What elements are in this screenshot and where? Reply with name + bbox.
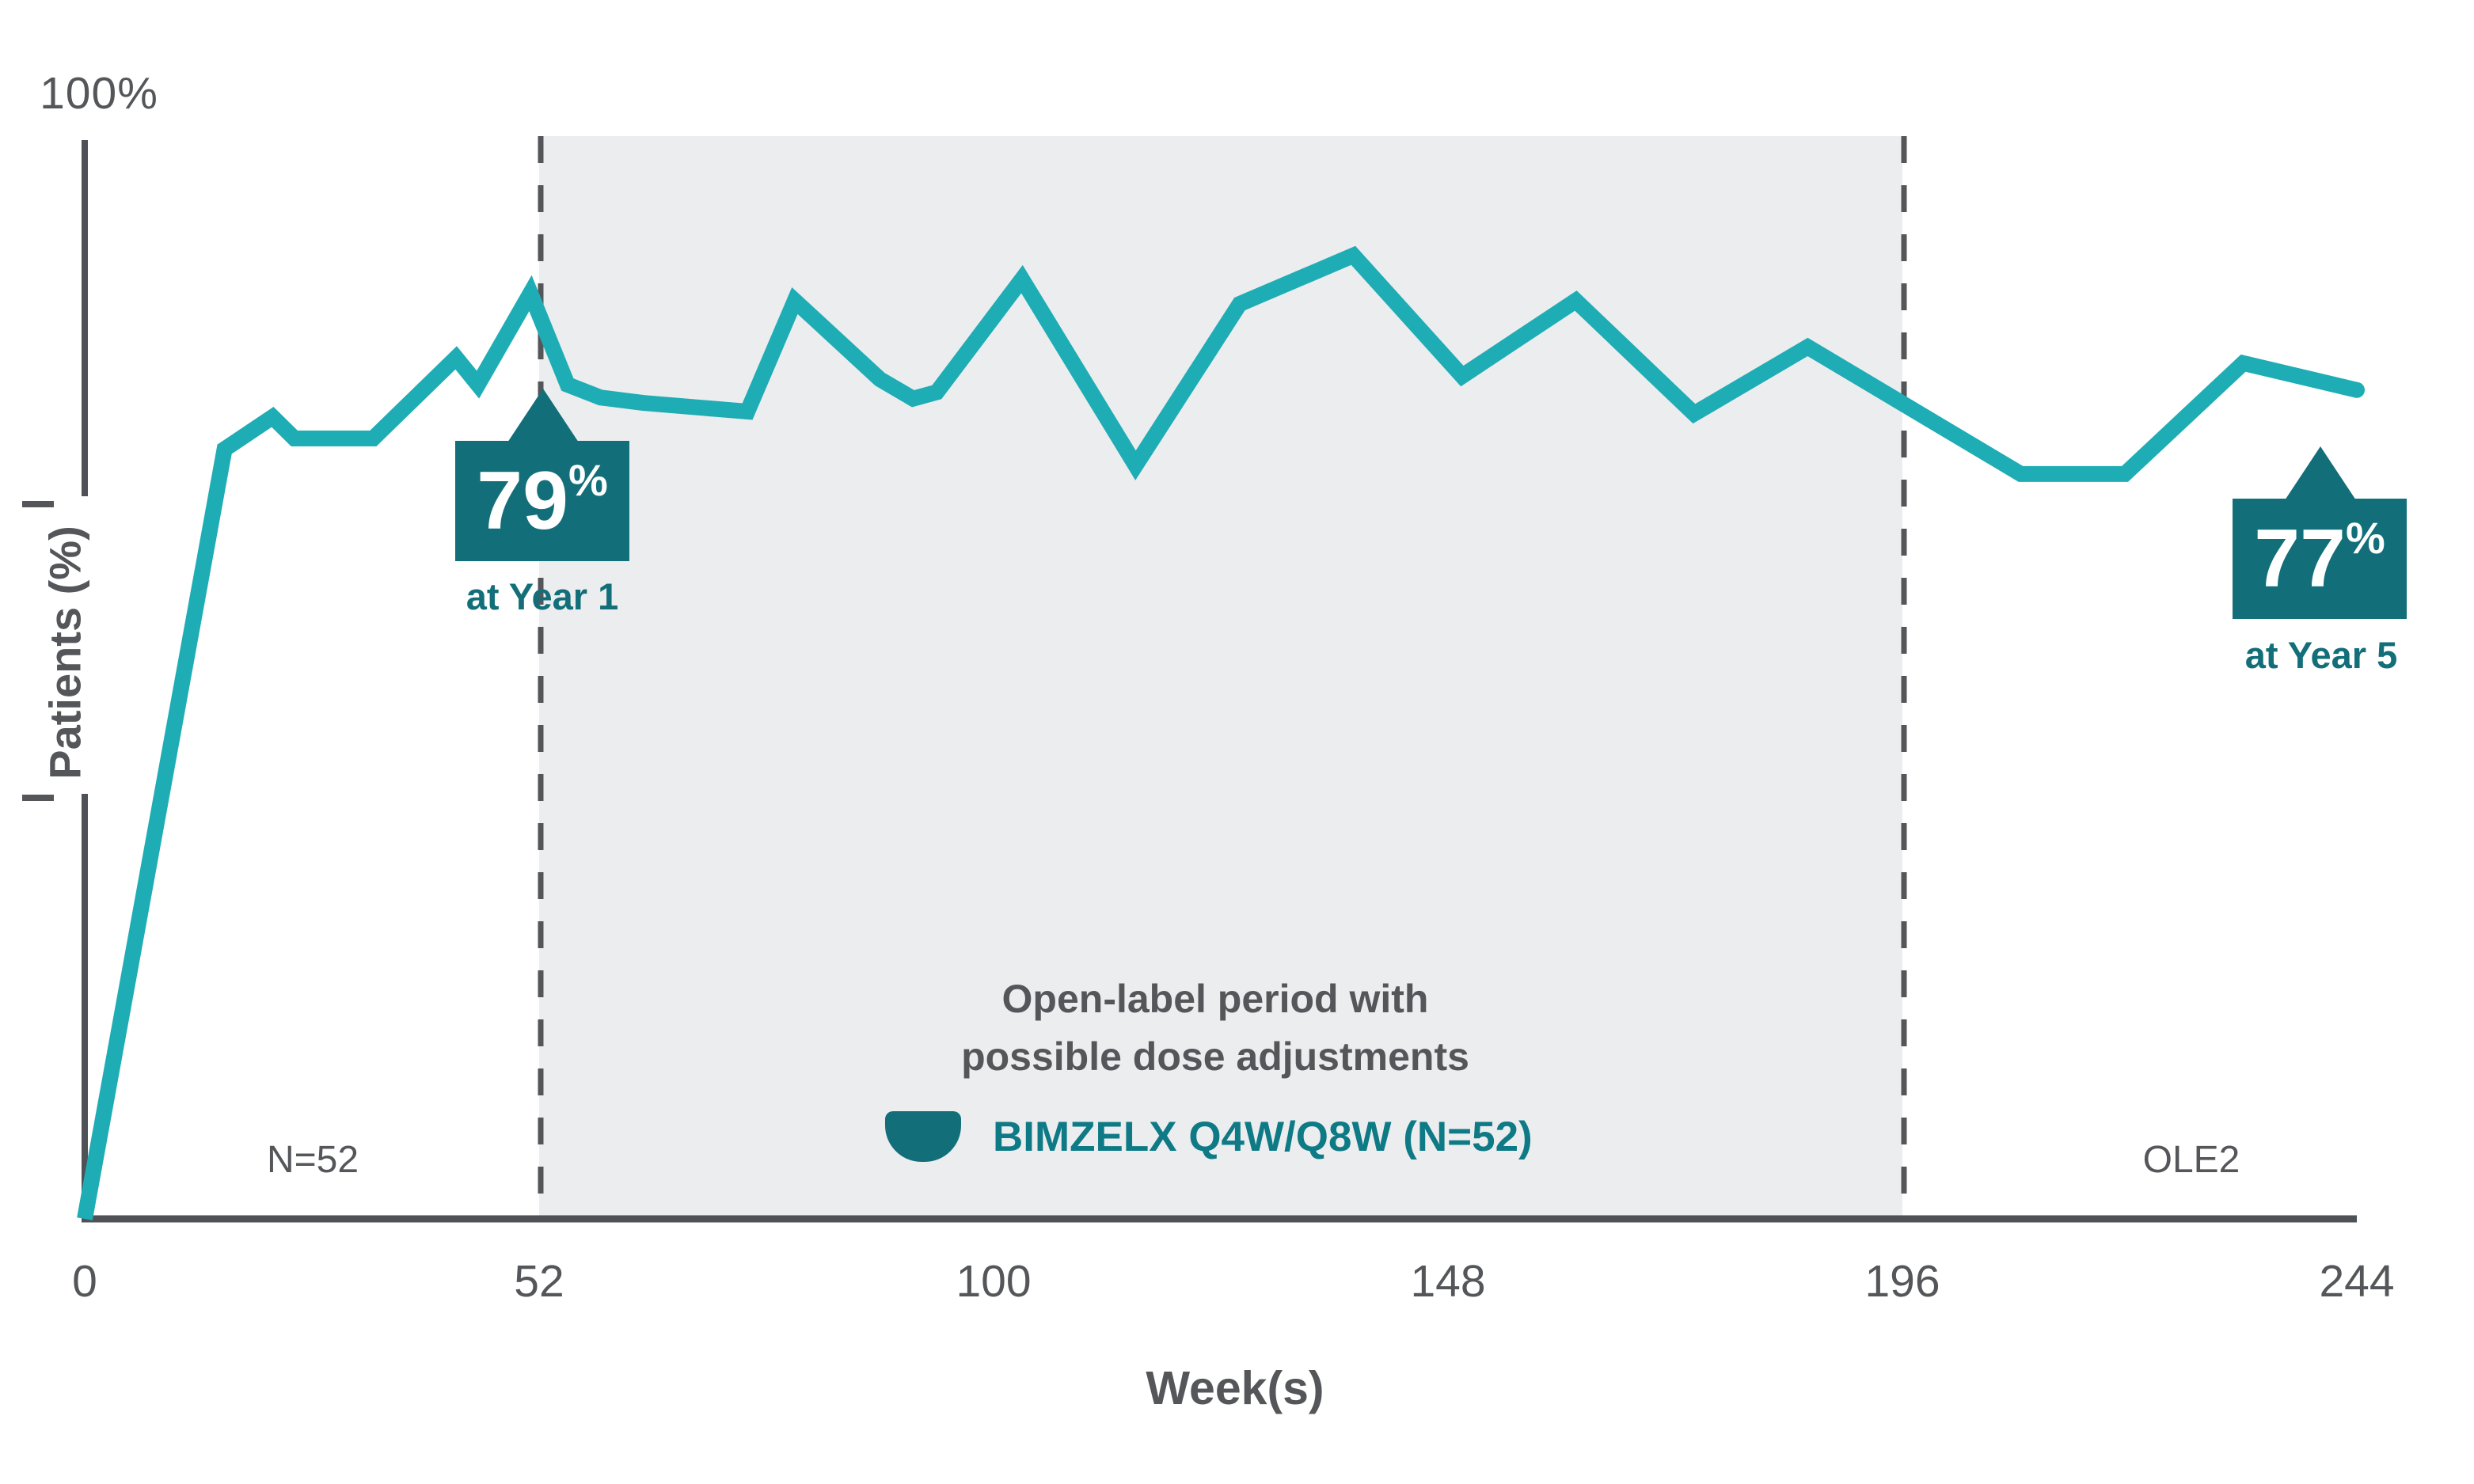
x-tick-100: 100 <box>956 1256 1032 1307</box>
y-axis-100-label: 100% <box>40 68 158 119</box>
year5-caption: at Year 5 <box>2244 634 2398 676</box>
year1-percent-sign: % <box>568 455 608 505</box>
patients-percent-line <box>77 245 2359 1220</box>
open-label-caption-line1: Open-label period with <box>1001 977 1429 1021</box>
open-label-caption-line2: possible dose adjustments <box>961 1034 1469 1079</box>
year5-value: 77 <box>2254 513 2346 605</box>
x-tick-244: 244 <box>2319 1256 2395 1307</box>
year1-value: 79 <box>477 455 568 547</box>
x-tick-196: 196 <box>1864 1256 1940 1307</box>
x-tick-52: 52 <box>514 1256 564 1307</box>
y-axis-break-dash-bottom <box>22 795 54 801</box>
year5-percent-sign: % <box>2345 513 2385 563</box>
line-end-cap <box>2349 381 2365 398</box>
x-tick-0: 0 <box>72 1256 97 1307</box>
open-label-caption: Open-label period with possible dose adj… <box>819 970 1611 1086</box>
x-axis-title: Week(s) <box>1146 1362 1324 1414</box>
n52-region-label: N=52 <box>266 1139 359 1181</box>
year1-caption: at Year 1 <box>466 575 619 617</box>
y-axis-break-dash-top <box>22 501 54 507</box>
ole2-region-label: OLE2 <box>2142 1139 2240 1181</box>
callout-arrow-up-icon <box>2285 446 2356 500</box>
y-axis-title: Patients (%) <box>40 526 90 780</box>
callout-arrow-up-icon <box>507 389 579 442</box>
legend-label: BIMZELX Q4W/Q8W (N=52) <box>993 1113 1533 1160</box>
legend: BIMZELX Q4W/Q8W (N=52) <box>885 1111 1533 1162</box>
x-tick-148: 148 <box>1410 1256 1486 1307</box>
bimzelx-legend-swatch-icon <box>885 1111 961 1162</box>
open-label-shaded-region <box>539 136 1902 1221</box>
year5-callout-badge: 77 % <box>2233 446 2407 619</box>
year1-callout-badge: 79 % <box>455 389 629 561</box>
